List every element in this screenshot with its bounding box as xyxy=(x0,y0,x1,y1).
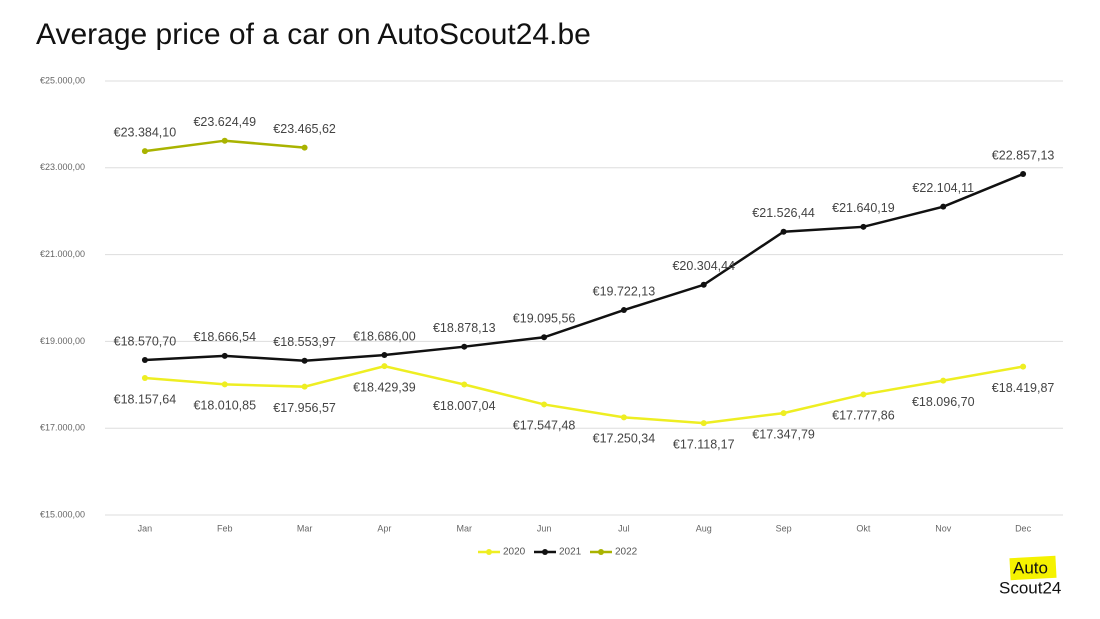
data-label: €18.096,70 xyxy=(912,395,975,409)
legend-marker xyxy=(542,549,548,555)
data-point xyxy=(1020,171,1027,178)
data-point xyxy=(620,414,627,421)
data-label: €23.384,10 xyxy=(114,125,177,139)
data-point xyxy=(620,307,627,314)
logo-text: Auto xyxy=(1013,558,1048,577)
data-label: €18.157,64 xyxy=(114,392,177,406)
data-point xyxy=(381,352,388,359)
data-label: €23.624,49 xyxy=(193,115,256,129)
data-label: €18.878,13 xyxy=(433,321,496,335)
data-label: €18.007,04 xyxy=(433,399,496,413)
x-tick-label: Jan xyxy=(138,523,153,533)
x-tick-label: Jul xyxy=(618,523,630,533)
data-point xyxy=(780,410,787,417)
data-point xyxy=(940,203,947,210)
series-line xyxy=(144,172,1024,363)
data-point xyxy=(940,377,947,384)
data-label: €18.429,39 xyxy=(353,380,416,394)
logo-text: Scout24 xyxy=(999,578,1061,597)
data-point xyxy=(780,228,787,235)
data-point xyxy=(221,381,228,388)
data-label: €18.570,70 xyxy=(114,334,177,348)
data-label: €18.686,00 xyxy=(353,329,416,343)
y-tick-label: €25.000,00 xyxy=(40,75,85,85)
chart-title: Average price of a car on AutoScout24.be xyxy=(36,18,591,51)
x-tick-label: Feb xyxy=(217,523,233,533)
data-point xyxy=(221,137,228,144)
data-point xyxy=(700,420,707,427)
data-point xyxy=(141,357,148,364)
x-tick-label: Sep xyxy=(776,523,792,533)
y-tick-label: €23.000,00 xyxy=(40,162,85,172)
y-tick-label: €17.000,00 xyxy=(40,423,85,433)
data-label: €17.956,57 xyxy=(273,401,336,415)
x-tick-label: Okt xyxy=(856,523,871,533)
data-label: €17.777,86 xyxy=(832,409,895,423)
data-point xyxy=(381,363,388,370)
data-point xyxy=(541,401,548,408)
legend-label: 2021 xyxy=(559,547,582,558)
data-label: €18.419,87 xyxy=(992,381,1055,395)
y-tick-label: €15.000,00 xyxy=(40,509,85,519)
data-point xyxy=(461,381,468,388)
x-tick-label: Aug xyxy=(696,523,712,533)
data-point xyxy=(301,383,308,390)
x-tick-label: Mar xyxy=(457,523,473,533)
logo-highlight xyxy=(1009,555,1057,581)
data-point xyxy=(141,148,148,155)
legend-marker xyxy=(486,549,492,555)
x-tick-label: Dec xyxy=(1015,523,1032,533)
data-label: €20.304,44 xyxy=(672,259,735,273)
data-point xyxy=(221,352,228,359)
data-label: €22.857,13 xyxy=(992,148,1055,162)
data-label: €17.547,48 xyxy=(513,419,576,433)
data-label: €19.095,56 xyxy=(513,312,576,326)
x-tick-label: Mar xyxy=(297,523,313,533)
data-point xyxy=(860,223,867,230)
data-point xyxy=(301,357,308,364)
data-point xyxy=(1020,363,1027,370)
x-tick-label: Nov xyxy=(935,523,952,533)
series-line xyxy=(144,364,1024,425)
data-label: €17.250,34 xyxy=(593,432,656,446)
data-label: €19.722,13 xyxy=(593,284,656,298)
data-label: €17.118,17 xyxy=(673,437,735,451)
data-label: €21.526,44 xyxy=(752,206,815,220)
legend-marker xyxy=(598,549,604,555)
data-point xyxy=(301,144,308,151)
x-tick-label: Apr xyxy=(377,523,391,533)
data-label: €22.104,11 xyxy=(912,181,974,195)
data-label: €17.347,79 xyxy=(752,427,815,441)
data-label: €18.010,85 xyxy=(193,399,256,413)
data-point xyxy=(700,281,707,288)
data-point xyxy=(461,343,468,350)
x-tick-label: Jun xyxy=(537,523,552,533)
legend-label: 2022 xyxy=(615,547,638,558)
data-point xyxy=(141,374,148,381)
data-label: €18.666,54 xyxy=(193,330,256,344)
data-point xyxy=(860,391,867,398)
y-tick-label: €21.000,00 xyxy=(40,249,85,259)
data-label: €18.553,97 xyxy=(273,335,336,349)
data-label: €23.465,62 xyxy=(273,122,336,136)
legend-label: 2020 xyxy=(503,547,526,558)
data-label: €21.640,19 xyxy=(832,201,895,215)
y-tick-label: €19.000,00 xyxy=(40,336,85,346)
data-point xyxy=(541,334,548,341)
